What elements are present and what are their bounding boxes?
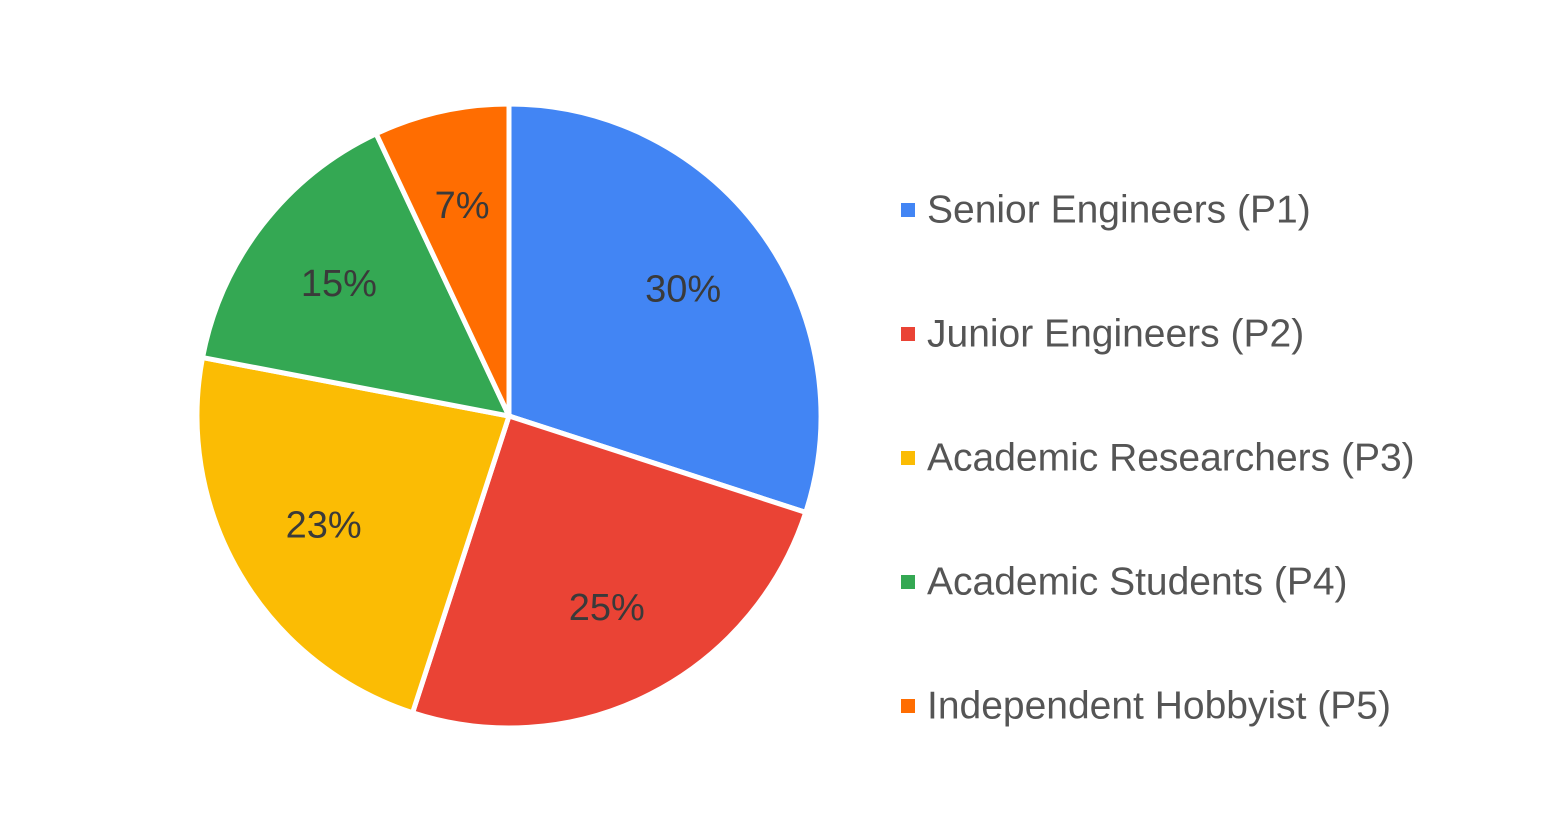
legend-label-p5: Independent Hobbyist (P5) [927, 685, 1391, 728]
legend-swatch-p1 [901, 203, 915, 217]
slice-label-p4: 15% [301, 263, 377, 305]
pie-slice-p4 [199, 130, 514, 420]
legend-swatch-p2 [901, 327, 915, 341]
slice-label-p5: 7% [435, 185, 490, 227]
slice-label-p2: 25% [569, 587, 645, 629]
pie-slice-p5 [372, 101, 512, 418]
pie-slice-p3 [194, 354, 513, 716]
pie-slices [194, 101, 824, 731]
legend-swatch-p3 [901, 451, 915, 465]
legend-swatch-p4 [901, 575, 915, 589]
pie-slice-labels: 30% 25% 23% 15% 7% [286, 185, 722, 629]
pie-slice-p2 [409, 412, 809, 731]
slice-label-p3: 23% [286, 505, 362, 547]
legend: Senior Engineers (P1) Junior Engineers (P… [901, 189, 1415, 728]
legend-label-p4: Academic Students (P4) [927, 561, 1348, 604]
pie-slice-p1 [506, 101, 824, 516]
legend-swatch-p5 [901, 699, 915, 713]
slice-label-p1: 30% [645, 268, 721, 310]
legend-label-p1: Senior Engineers (P1) [927, 189, 1311, 232]
legend-label-p3: Academic Researchers (P3) [927, 437, 1415, 480]
legend-label-p2: Junior Engineers (P2) [927, 313, 1304, 356]
